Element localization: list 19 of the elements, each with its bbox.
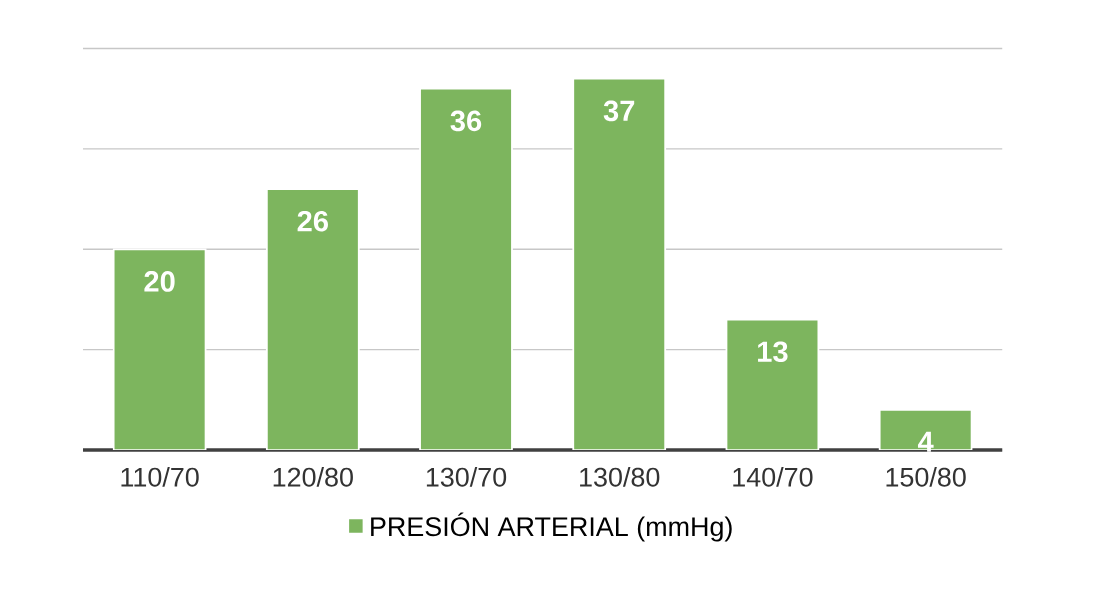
data-label: 26 xyxy=(297,210,328,232)
x-tick-label: 150/80 xyxy=(886,466,966,487)
bar xyxy=(419,87,513,451)
x-tick-label: 130/80 xyxy=(580,466,660,487)
bar xyxy=(878,408,973,451)
data-label: 4 xyxy=(917,431,934,452)
bar xyxy=(265,188,360,451)
data-label: 36 xyxy=(450,110,482,132)
bar xyxy=(112,248,207,451)
x-tick-label: 140/70 xyxy=(733,466,813,487)
bar xyxy=(725,318,820,451)
data-label: 13 xyxy=(758,341,788,363)
bar xyxy=(572,77,667,451)
data-label: 37 xyxy=(603,100,635,122)
x-tick-label: 130/70 xyxy=(426,466,507,487)
data-label: 20 xyxy=(144,271,175,292)
x-tick-label: 110/70 xyxy=(121,466,199,487)
legend-label: PRESIÓN ARTERIAL (mmHg) xyxy=(371,512,732,542)
x-tick-label: 120/80 xyxy=(273,466,353,487)
